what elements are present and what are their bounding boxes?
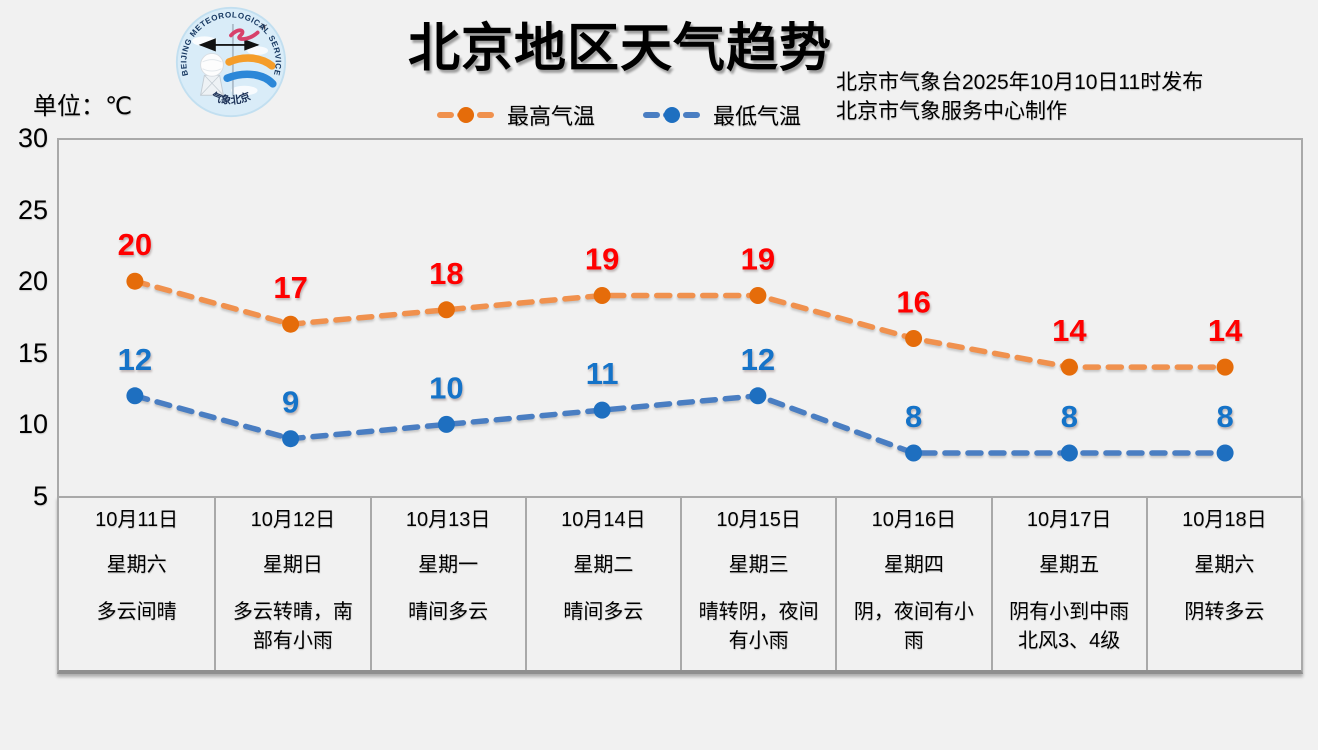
legend-label-max: 最高气温 — [507, 104, 596, 129]
wind-vane-icon — [198, 38, 260, 52]
day-cell: 10月17日 星期五 阴有小到中雨 北风3、4级 — [990, 498, 1146, 670]
data-point-value: 20 — [118, 227, 152, 262]
data-point-value: 10 — [429, 370, 463, 405]
data-point-value: 17 — [273, 270, 307, 305]
y-axis-tick: 20 — [17, 266, 48, 297]
day-weekday: 星期四 — [883, 554, 944, 576]
data-point-value: 8 — [1216, 399, 1233, 434]
legend-item-min: 最低气温 — [643, 99, 801, 131]
data-point-value: 8 — [905, 399, 922, 434]
data-point-marker — [749, 287, 767, 304]
day-cell: 10月15日 星期三 晴转阴，夜间 有小雨 — [680, 498, 835, 670]
data-point-marker — [749, 387, 767, 405]
day-date: 10月18日 — [1182, 509, 1267, 531]
min-temp-line-icon — [643, 107, 702, 123]
data-point-value: 11 — [586, 356, 619, 391]
day-weather: 多云转晴，南 部有小雨 — [232, 601, 353, 652]
data-point-marker — [905, 330, 923, 347]
day-weather: 晴转阴，夜间 有小雨 — [698, 601, 819, 652]
cloud-icon — [231, 85, 258, 96]
day-weekday: 星期六 — [106, 554, 167, 576]
cloud-icon — [247, 46, 269, 55]
y-axis-tick: 25 — [17, 194, 48, 225]
issue-info: 北京市气象台2025年10月10日11时发布 北京市气象服务中心制作 — [836, 68, 1203, 126]
day-cell: 10月18日 星期六 阴转多云 — [1145, 498, 1301, 670]
day-weekday: 星期六 — [1194, 554, 1255, 576]
swoosh-graphics — [223, 28, 277, 88]
day-weather: 晴间多云 — [408, 601, 489, 623]
y-axis-tick: 15 — [17, 337, 48, 368]
data-point-marker — [282, 315, 300, 333]
page-title: 北京地区天气趋势 — [407, 20, 832, 78]
data-point-marker — [1216, 358, 1234, 376]
y-axis-tick: 10 — [17, 409, 48, 440]
data-point-marker — [126, 272, 144, 290]
data-point-value: 19 — [585, 242, 619, 277]
day-cell: 10月12日 星期日 多云转晴，南 部有小雨 — [214, 498, 369, 670]
data-point-value: 12 — [118, 342, 152, 377]
day-weekday: 星期二 — [573, 554, 634, 576]
day-cell: 10月14日 星期二 晴间多云 — [524, 498, 680, 670]
day-cell: 10月16日 星期四 阴，夜间有小 雨 — [835, 498, 990, 670]
day-cell: 10月11日 星期六 多云间晴 — [59, 498, 214, 670]
data-point-marker — [593, 401, 611, 419]
legend-label-min: 最低气温 — [713, 104, 802, 129]
legend: 最高气温 最低气温 — [437, 99, 801, 131]
beijing-met-service-logo: ✈ BEIJING METEOROLOGICAL SERVICE 气象北京 — [175, 6, 287, 118]
max-temp-line-icon — [437, 107, 495, 123]
day-weather: 阴有小到中雨 北风3、4级 — [1009, 601, 1130, 652]
data-point-value: 12 — [741, 342, 775, 377]
weather-table: 10月11日 星期六 多云间晴 10月12日 星期日 多云转晴，南 部有小雨 1… — [57, 496, 1303, 674]
data-point-marker — [437, 415, 455, 433]
max-temp-line — [132, 278, 1228, 370]
chart-plot-area: 20 17 18 19 19 16 14 14 12 9 10 11 12 8 8 8 — [57, 138, 1303, 496]
day-weather: 晴间多云 — [563, 601, 644, 623]
unit-label: 单位：℃ — [33, 93, 132, 120]
day-weather: 多云间晴 — [96, 601, 177, 623]
data-point-marker — [1060, 358, 1078, 376]
day-cell: 10月13日 星期一 晴间多云 — [369, 498, 525, 670]
y-axis-tick: 30 — [17, 123, 48, 153]
issue-line-2: 北京市气象服务中心制作 — [836, 100, 1067, 123]
data-point-marker — [1060, 444, 1078, 462]
data-point-marker — [905, 444, 923, 462]
day-date: 10月15日 — [716, 509, 801, 531]
temperature-chart: 20 17 18 19 19 16 14 14 12 9 10 11 12 8 8 8 — [118, 227, 1243, 462]
y-axis-tick: 5 — [32, 481, 48, 511]
day-date: 10月12日 — [250, 509, 336, 531]
min-temp-line — [132, 393, 1228, 456]
data-point-marker — [437, 301, 455, 319]
data-point-value: 16 — [896, 285, 930, 320]
day-weekday: 星期日 — [262, 554, 323, 576]
data-point-value: 14 — [1052, 313, 1087, 348]
data-point-value: 18 — [429, 256, 463, 291]
data-point-marker — [1216, 444, 1234, 462]
legend-item-max: 最高气温 — [437, 99, 595, 131]
day-weekday: 星期五 — [1039, 554, 1100, 576]
data-point-value: 8 — [1061, 399, 1078, 434]
day-date: 10月13日 — [405, 509, 491, 531]
data-point-marker — [126, 387, 144, 405]
data-point-marker — [282, 430, 300, 448]
data-point-value: 9 — [282, 385, 299, 420]
day-date: 10月14日 — [561, 509, 646, 531]
issue-line-1: 北京市气象台2025年10月10日11时发布 — [836, 71, 1204, 94]
day-weather: 阴，夜间有小 雨 — [853, 601, 974, 652]
radar-dome-icon — [200, 52, 224, 96]
day-weekday: 星期三 — [728, 554, 789, 576]
day-date: 10月16日 — [871, 509, 957, 531]
data-point-value: 19 — [741, 242, 775, 277]
data-point-marker — [593, 287, 611, 304]
day-weather: 阴转多云 — [1184, 601, 1265, 623]
day-date: 10月17日 — [1026, 509, 1112, 531]
day-weekday: 星期一 — [418, 554, 479, 576]
data-point-value: 14 — [1208, 313, 1243, 348]
day-date: 10月11日 — [95, 509, 179, 531]
